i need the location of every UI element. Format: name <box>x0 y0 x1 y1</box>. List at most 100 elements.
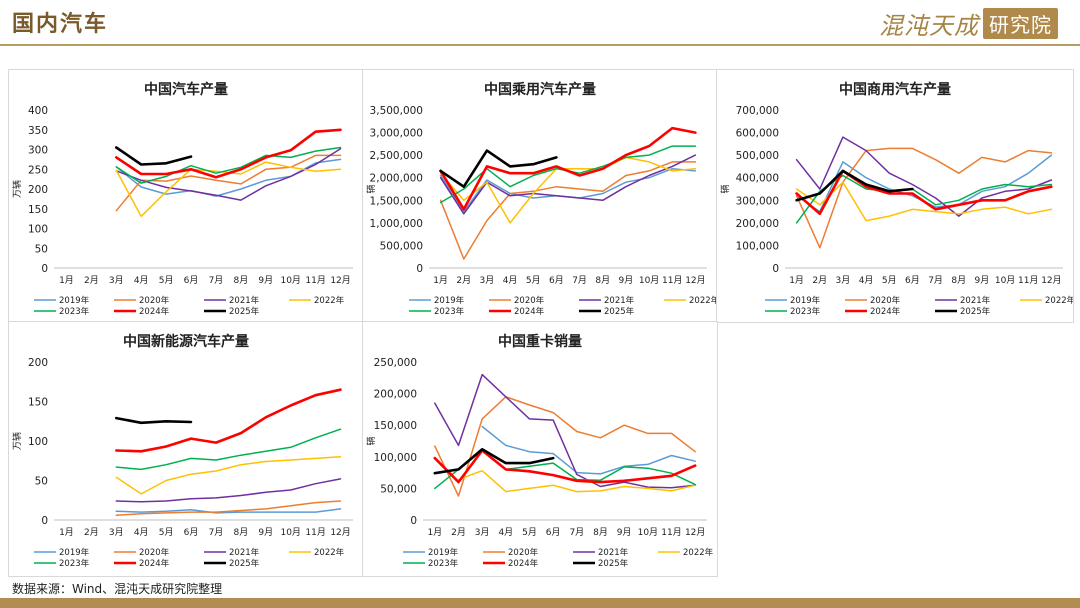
legend-label: 2023年 <box>434 306 465 317</box>
legend-label: 2020年 <box>139 295 170 306</box>
series-line-2021 <box>439 154 697 215</box>
y-tick-label: 500,000 <box>736 150 779 162</box>
chart-title: 中国商用汽车产量 <box>839 81 951 98</box>
y-tick-label: 2,500,000 <box>370 150 423 162</box>
page-title: 国内汽车 <box>12 12 109 37</box>
x-tick-label: 6月 <box>546 527 561 538</box>
x-tick-label: 6月 <box>184 275 199 286</box>
x-tick-label: 11月 <box>305 527 325 538</box>
series-line-2025 <box>115 416 193 425</box>
x-tick-label: 4月 <box>498 527 513 538</box>
y-tick-label: 50 <box>35 243 48 255</box>
x-tick-label: 9月 <box>258 275 273 286</box>
legend-label: 2020年 <box>508 547 539 558</box>
legend-label: 2025年 <box>229 558 260 569</box>
x-tick-label: 10月 <box>280 275 300 286</box>
y-tick-label: 100 <box>28 436 48 448</box>
legend-label: 2023年 <box>59 558 90 569</box>
y-tick-label: 1,000,000 <box>370 218 423 230</box>
x-tick-label: 9月 <box>975 275 990 286</box>
y-tick-label: 1,500,000 <box>370 195 423 207</box>
chart-panel-commercial-vehicle-production: 中国商用汽车产量辆 0 100,000 200,000 300,000 400,000 50… <box>716 69 1074 323</box>
x-tick-label: 1月 <box>427 527 442 538</box>
y-tick-label: 0 <box>772 263 779 275</box>
series-line-2022 <box>795 181 1053 222</box>
y-tick-label: 250 <box>28 164 48 176</box>
series-line-2019 <box>115 508 342 514</box>
x-tick-label: 10月 <box>638 527 658 538</box>
header-divider <box>0 44 1080 46</box>
x-tick-label: 12月 <box>330 275 350 286</box>
legend-label: 2020年 <box>514 295 545 306</box>
x-tick-label: 3月 <box>475 527 490 538</box>
chart-title: 中国重卡销量 <box>498 333 582 350</box>
x-tick-label: 8月 <box>593 527 608 538</box>
x-tick-label: 4月 <box>859 275 874 286</box>
legend-label: 2020年 <box>870 295 901 306</box>
x-tick-label: 1月 <box>789 275 804 286</box>
x-tick-label: 1月 <box>59 527 74 538</box>
x-tick-label: 8月 <box>234 275 249 286</box>
chart-panel-passenger-car-production: 中国乘用汽车产量辆 0 500,000 1,000,000 1,500,000 2,000… <box>362 69 718 323</box>
y-tick-label: 150 <box>28 397 48 409</box>
series-line-2024 <box>115 128 342 179</box>
y-tick-label: 100,000 <box>374 452 417 464</box>
y-tick-label: 2,000,000 <box>370 173 423 185</box>
y-tick-label: 250,000 <box>374 357 417 369</box>
legend-label: 2025年 <box>960 306 991 317</box>
x-tick-label: 11月 <box>661 527 681 538</box>
legend-label: 2022年 <box>683 547 714 558</box>
legend-label: 2025年 <box>229 306 260 317</box>
y-tick-label: 350 <box>28 125 48 137</box>
legend-label: 2019年 <box>59 547 90 558</box>
y-tick-label: 0 <box>416 263 423 275</box>
series-line-2024 <box>433 449 697 484</box>
x-tick-label: 2月 <box>456 275 471 286</box>
legend-label: 2024年 <box>508 558 539 569</box>
x-tick-label: 8月 <box>595 275 610 286</box>
x-tick-label: 9月 <box>619 275 634 286</box>
series-line-2020 <box>439 161 697 260</box>
series-line-2025 <box>115 146 193 166</box>
x-tick-label: 5月 <box>159 527 174 538</box>
y-tick-label: 50 <box>35 476 48 488</box>
legend-label: 2023年 <box>59 306 90 317</box>
y-axis-label: 辆 <box>365 184 377 193</box>
chart-panel-nev-production: 中国新能源汽车产量 万辆 0 50 100 150 200 1月 2月 3月 4月 5月 6月 7月 8月 9… <box>8 321 364 577</box>
x-tick-label: 2月 <box>812 275 827 286</box>
footer-bar <box>0 598 1080 608</box>
brand-logo: 混沌天成 研究院 <box>879 7 1058 40</box>
legend-label: 2024年 <box>514 306 545 317</box>
x-tick-label: 1月 <box>433 275 448 286</box>
x-tick-label: 6月 <box>905 275 920 286</box>
x-tick-label: 5月 <box>526 275 541 286</box>
legend-label: 2022年 <box>1045 295 1073 306</box>
x-tick-label: 11月 <box>1018 275 1038 286</box>
legend-label: 2021年 <box>229 295 260 306</box>
x-tick-label: 9月 <box>617 527 632 538</box>
x-tick-label: 12月 <box>685 275 705 286</box>
x-tick-label: 7月 <box>572 275 587 286</box>
brand-seal: 研究院 <box>983 7 1058 39</box>
series-line-2020 <box>795 147 1053 249</box>
y-axis-label: 万辆 <box>11 432 23 450</box>
y-tick-label: 200,000 <box>736 218 779 230</box>
y-axis-label: 辆 <box>365 436 377 445</box>
y-tick-label: 50,000 <box>380 483 417 495</box>
x-tick-label: 7月 <box>209 275 224 286</box>
legend-label: 2019年 <box>428 547 459 558</box>
x-tick-label: 3月 <box>109 275 124 286</box>
x-tick-label: 12月 <box>330 527 350 538</box>
y-tick-label: 3,500,000 <box>370 105 423 117</box>
x-tick-label: 11月 <box>662 275 682 286</box>
legend-label: 2022年 <box>314 547 345 558</box>
x-tick-label: 7月 <box>928 275 943 286</box>
series-line-2024 <box>115 388 342 453</box>
x-tick-label: 10月 <box>639 275 659 286</box>
legend-label: 2021年 <box>604 295 635 306</box>
x-tick-label: 9月 <box>258 527 273 538</box>
y-axis-label: 万辆 <box>11 180 23 198</box>
chart-title: 中国新能源汽车产量 <box>123 333 249 350</box>
